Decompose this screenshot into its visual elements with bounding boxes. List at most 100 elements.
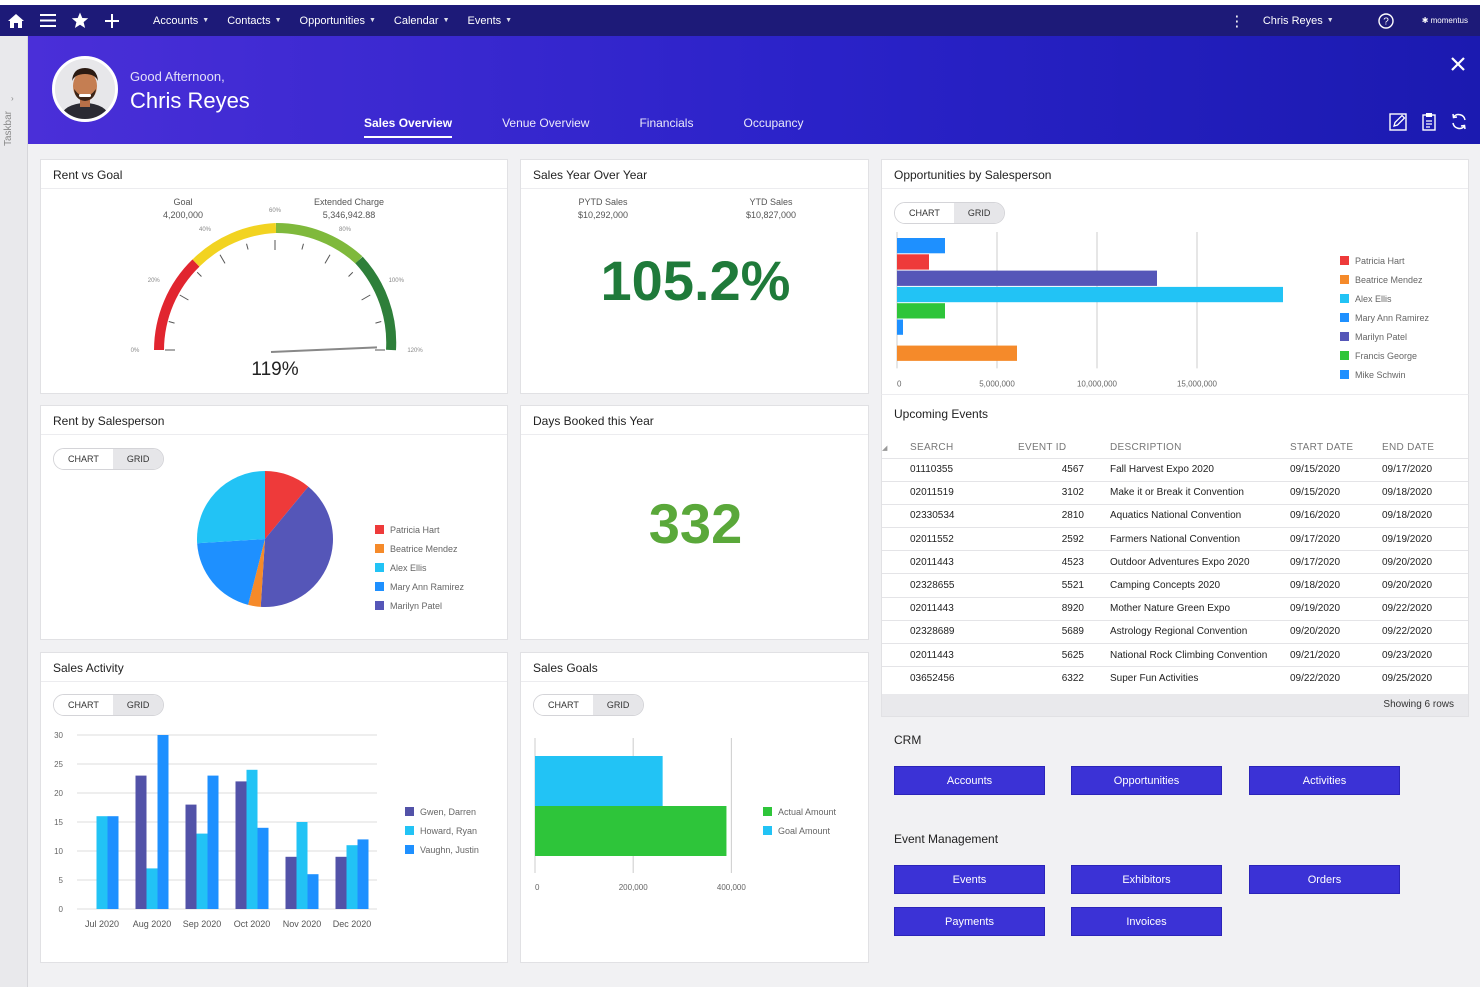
legend-item[interactable]: Vaughn, Justin — [405, 840, 479, 859]
bar — [346, 845, 358, 909]
chart-grid-toggle[interactable]: CHART GRID — [53, 694, 165, 716]
table-row[interactable]: 02011443 4523 Outdoor Adventures Expo 2020… — [882, 550, 1468, 574]
gauge-percent: 119% — [251, 359, 298, 380]
user-menu-label: Chris Reyes — [1262, 14, 1323, 27]
table-row[interactable]: 03652456 6322 Super Fun Activities 09/22/20… — [882, 666, 1468, 690]
tab-financials[interactable]: Financials — [639, 116, 694, 130]
table-row[interactable]: 02328689 5689 Astrology Regional Conventio… — [882, 619, 1468, 644]
legend-label: Goal Amount — [778, 825, 831, 836]
sales-goals-legend: Actual Amount Goal Amount — [763, 802, 836, 840]
gauge-tick — [168, 321, 175, 324]
legend-label: Gwen, Darren — [420, 806, 477, 817]
cell-end-date: 09/25/2020 — [1378, 666, 1468, 690]
toggle-grid[interactable]: GRID — [953, 203, 1005, 223]
em-payments-button[interactable]: Payments — [894, 907, 1045, 936]
chart-grid-toggle[interactable]: CHART GRID — [894, 202, 1006, 224]
menu-icon[interactable] — [32, 5, 64, 36]
legend-item[interactable]: Gwen, Darren — [405, 802, 479, 821]
legend-item[interactable]: Goal Amount — [763, 821, 836, 840]
crm-opportunities-button[interactable]: Opportunities — [1071, 766, 1222, 795]
x-tick-label: 10,000,000 — [1077, 379, 1118, 388]
chevron-down-icon: ▼ — [442, 17, 450, 24]
cell-search: 02011552 — [910, 527, 1018, 551]
extended-charge-label: Extended Charge — [313, 197, 385, 207]
toggle-grid[interactable]: GRID — [592, 695, 644, 715]
col-search[interactable]: SEARCH — [910, 441, 954, 453]
nav-contacts[interactable]: Contacts ▼ — [227, 15, 281, 27]
table-row[interactable]: 02011519 3102 Make it or Break it Conventi… — [882, 480, 1468, 505]
refresh-icon[interactable] — [1450, 112, 1468, 136]
legend-item[interactable]: Francis George — [1340, 346, 1429, 365]
help-icon[interactable]: ? — [1370, 5, 1402, 36]
toggle-chart[interactable]: CHART — [54, 695, 113, 715]
table-row[interactable]: 02330534 2810 Aquatics National Convention… — [882, 503, 1468, 528]
legend-item[interactable]: Marilyn Patel — [1340, 327, 1429, 346]
chart-grid-toggle[interactable]: CHART GRID — [53, 448, 165, 470]
em-events-button[interactable]: Events — [894, 865, 1045, 894]
legend-item[interactable]: Patricia Hart — [375, 520, 464, 539]
legend-item[interactable]: Mike Schwin — [1340, 365, 1429, 384]
legend-item[interactable]: Actual Amount — [763, 802, 836, 821]
nav-accounts[interactable]: Accounts ▼ — [153, 15, 209, 27]
crm-accounts-button[interactable]: Accounts — [894, 766, 1045, 795]
taskbar[interactable]: › Taskbar — [0, 36, 28, 987]
toggle-chart[interactable]: CHART — [534, 695, 593, 715]
crm-title: CRM — [894, 733, 922, 747]
cell-search: 01110355 — [910, 457, 1018, 482]
legend-item[interactable]: Beatrice Mendez — [1340, 270, 1429, 289]
home-icon[interactable] — [0, 5, 32, 36]
col-end-date[interactable]: END DATE — [1382, 441, 1435, 453]
nav-calendar[interactable]: Calendar ▼ — [394, 15, 450, 27]
legend-item[interactable]: Beatrice Mendez — [375, 539, 464, 558]
more-vertical-icon[interactable]: ⋮ — [1229, 12, 1245, 30]
legend-item[interactable]: Howard, Ryan — [405, 821, 479, 840]
chart-grid-toggle[interactable]: CHART GRID — [533, 694, 645, 716]
table-row[interactable]: 02011443 8920 Mother Nature Green Expo 09/1… — [882, 596, 1468, 621]
clipboard-icon[interactable] — [1420, 112, 1438, 136]
table-row[interactable]: 02328655 5521 Camping Concepts 2020 09/18/2… — [882, 573, 1468, 598]
table-row[interactable]: 02011552 2592 Farmers National Convention 0… — [882, 527, 1468, 551]
em-exhibitors-button[interactable]: Exhibitors — [1071, 865, 1222, 894]
bar — [897, 270, 1157, 286]
legend-item[interactable]: Alex Ellis — [375, 558, 464, 577]
x-tick-label: Oct 2020 — [234, 919, 271, 929]
nav-events[interactable]: Events ▼ — [468, 15, 513, 27]
tab-venue-overview[interactable]: Venue Overview — [502, 116, 590, 130]
legend-label: Beatrice Mendez — [390, 543, 458, 554]
col-start-date[interactable]: START DATE — [1290, 441, 1354, 453]
legend-item[interactable]: Mary Ann Ramirez — [375, 577, 464, 596]
legend-item[interactable]: Mary Ann Ramirez — [1340, 308, 1429, 327]
toggle-chart[interactable]: CHART — [54, 449, 113, 469]
star-icon[interactable] — [64, 5, 96, 36]
toggle-grid[interactable]: GRID — [112, 449, 164, 469]
user-menu[interactable]: Chris Reyes ▼ — [1263, 15, 1334, 27]
close-icon[interactable] — [1450, 52, 1466, 78]
gauge-band-dark-green — [355, 256, 397, 351]
gauge-tick-label: 0% — [131, 348, 140, 354]
crm-activities-button[interactable]: Activities — [1249, 766, 1400, 795]
toggle-chart[interactable]: CHART — [895, 203, 954, 223]
em-invoices-button[interactable]: Invoices — [1071, 907, 1222, 936]
table-row[interactable]: 01110355 4567 Fall Harvest Expo 2020 09/15/… — [882, 457, 1468, 482]
bar — [335, 856, 347, 909]
table-row[interactable]: 02011443 5625 National Rock Climbing Conve… — [882, 642, 1468, 667]
legend-item[interactable]: Marilyn Patel — [375, 596, 464, 615]
chevron-down-icon: ▼ — [368, 17, 376, 24]
cell-start-date: 09/16/2020 — [1282, 503, 1378, 528]
tab-sales-overview[interactable]: Sales Overview — [364, 116, 453, 138]
legend-item[interactable]: Alex Ellis — [1340, 289, 1429, 308]
legend-item[interactable]: Patricia Hart — [1340, 251, 1429, 270]
dashboard-tabs: Sales Overview Venue Overview Financials… — [364, 116, 804, 138]
edit-icon[interactable] — [1389, 112, 1408, 136]
tab-occupancy[interactable]: Occupancy — [743, 116, 804, 130]
cell-event-id: 2810 — [1018, 503, 1102, 528]
nav-opportunities[interactable]: Opportunities ▼ — [300, 15, 376, 27]
col-event-id[interactable]: EVENT ID — [1018, 441, 1067, 453]
cell-end-date: 09/20/2020 — [1378, 573, 1468, 598]
opportunities-card: Opportunities by Salesperson CHART GRID … — [881, 159, 1469, 394]
plus-icon[interactable] — [96, 5, 128, 36]
em-orders-button[interactable]: Orders — [1249, 865, 1400, 894]
rent-vs-goal-card: Rent vs Goal Goal 4,200,000 Extended Cha… — [40, 159, 508, 394]
col-description[interactable]: DESCRIPTION — [1110, 441, 1182, 453]
toggle-grid[interactable]: GRID — [112, 695, 164, 715]
